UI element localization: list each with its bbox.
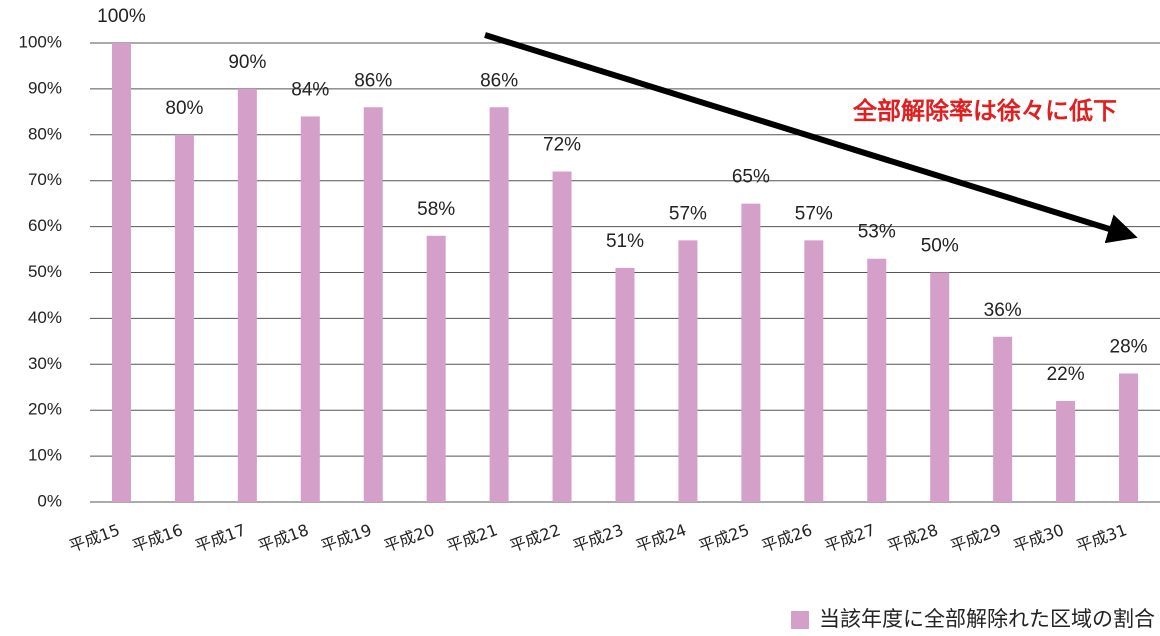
y-tick-label: 20% — [28, 400, 62, 419]
x-tick-label: 平成21 — [444, 520, 500, 556]
x-tick-label: 平成31 — [1074, 520, 1130, 556]
bar — [489, 107, 509, 502]
legend-item: 当該年度に全部解除れた区域の割合 — [791, 607, 1155, 631]
value-label: 57% — [669, 203, 707, 224]
bar — [552, 171, 572, 502]
y-tick-label: 40% — [28, 308, 62, 327]
y-tick-label: 50% — [28, 262, 62, 281]
value-label: 86% — [480, 70, 518, 91]
x-tick-label: 平成18 — [255, 520, 311, 556]
trend-arrow — [484, 32, 1138, 244]
bar — [237, 88, 257, 503]
legend-label: 当該年度に全部解除れた区域の割合 — [819, 607, 1155, 631]
x-tick-label: 平成15 — [67, 520, 123, 556]
x-tick-label: 平成27 — [822, 520, 878, 556]
y-tick-label: 80% — [28, 124, 62, 143]
legend-swatch — [791, 611, 809, 629]
bar — [930, 272, 950, 502]
value-label: 65% — [732, 167, 770, 188]
value-label: 58% — [417, 199, 455, 220]
x-tick-label: 平成20 — [381, 520, 437, 556]
x-tick-label: 平成29 — [948, 520, 1004, 556]
y-tick-label: 90% — [28, 78, 62, 97]
x-tick-label: 平成16 — [130, 520, 186, 556]
x-tick-label: 平成17 — [193, 520, 249, 556]
x-tick-label: 平成22 — [507, 520, 563, 556]
x-tick-label: 平成19 — [318, 520, 374, 556]
value-label: 80% — [165, 98, 203, 119]
bars — [111, 43, 1139, 503]
x-tick-label: 平成30 — [1011, 520, 1067, 556]
value-label: 90% — [228, 52, 266, 73]
value-label: 28% — [1110, 336, 1148, 357]
value-label: 53% — [858, 222, 896, 243]
y-tick-label: 60% — [28, 216, 62, 235]
x-tick-label: 平成28 — [885, 520, 941, 556]
bar — [993, 336, 1013, 502]
bar — [426, 235, 446, 502]
y-tick-label: 30% — [28, 354, 62, 373]
bar — [174, 134, 194, 503]
bar — [300, 116, 320, 502]
y-tick-label: 100% — [19, 32, 62, 51]
bar — [1119, 373, 1139, 502]
y-tick-label: 10% — [28, 446, 62, 465]
bar — [804, 240, 824, 502]
y-tick-label: 70% — [28, 170, 62, 189]
annotation: 全部解除率は徐々に低下 — [852, 97, 1117, 125]
x-tick-label: 平成23 — [570, 520, 626, 556]
x-tick-label: 平成25 — [696, 520, 752, 556]
value-label: 51% — [606, 231, 644, 252]
value-label: 84% — [291, 79, 329, 100]
x-tick-label: 平成26 — [759, 520, 815, 556]
bar — [363, 107, 383, 502]
bar — [111, 43, 131, 502]
value-label: 22% — [1047, 364, 1085, 385]
bar — [741, 203, 761, 502]
bar — [615, 267, 635, 502]
y-tick-label: 0% — [37, 491, 62, 510]
value-label: 86% — [354, 70, 392, 91]
bar — [867, 258, 887, 502]
value-label: 36% — [984, 300, 1022, 321]
value-label: 72% — [543, 135, 581, 156]
bar — [678, 240, 698, 502]
value-label: 50% — [921, 236, 959, 257]
value-label: 57% — [795, 203, 833, 224]
x-tick-label: 平成24 — [633, 520, 689, 556]
bar — [1056, 401, 1076, 502]
value-label: 100% — [97, 6, 146, 27]
